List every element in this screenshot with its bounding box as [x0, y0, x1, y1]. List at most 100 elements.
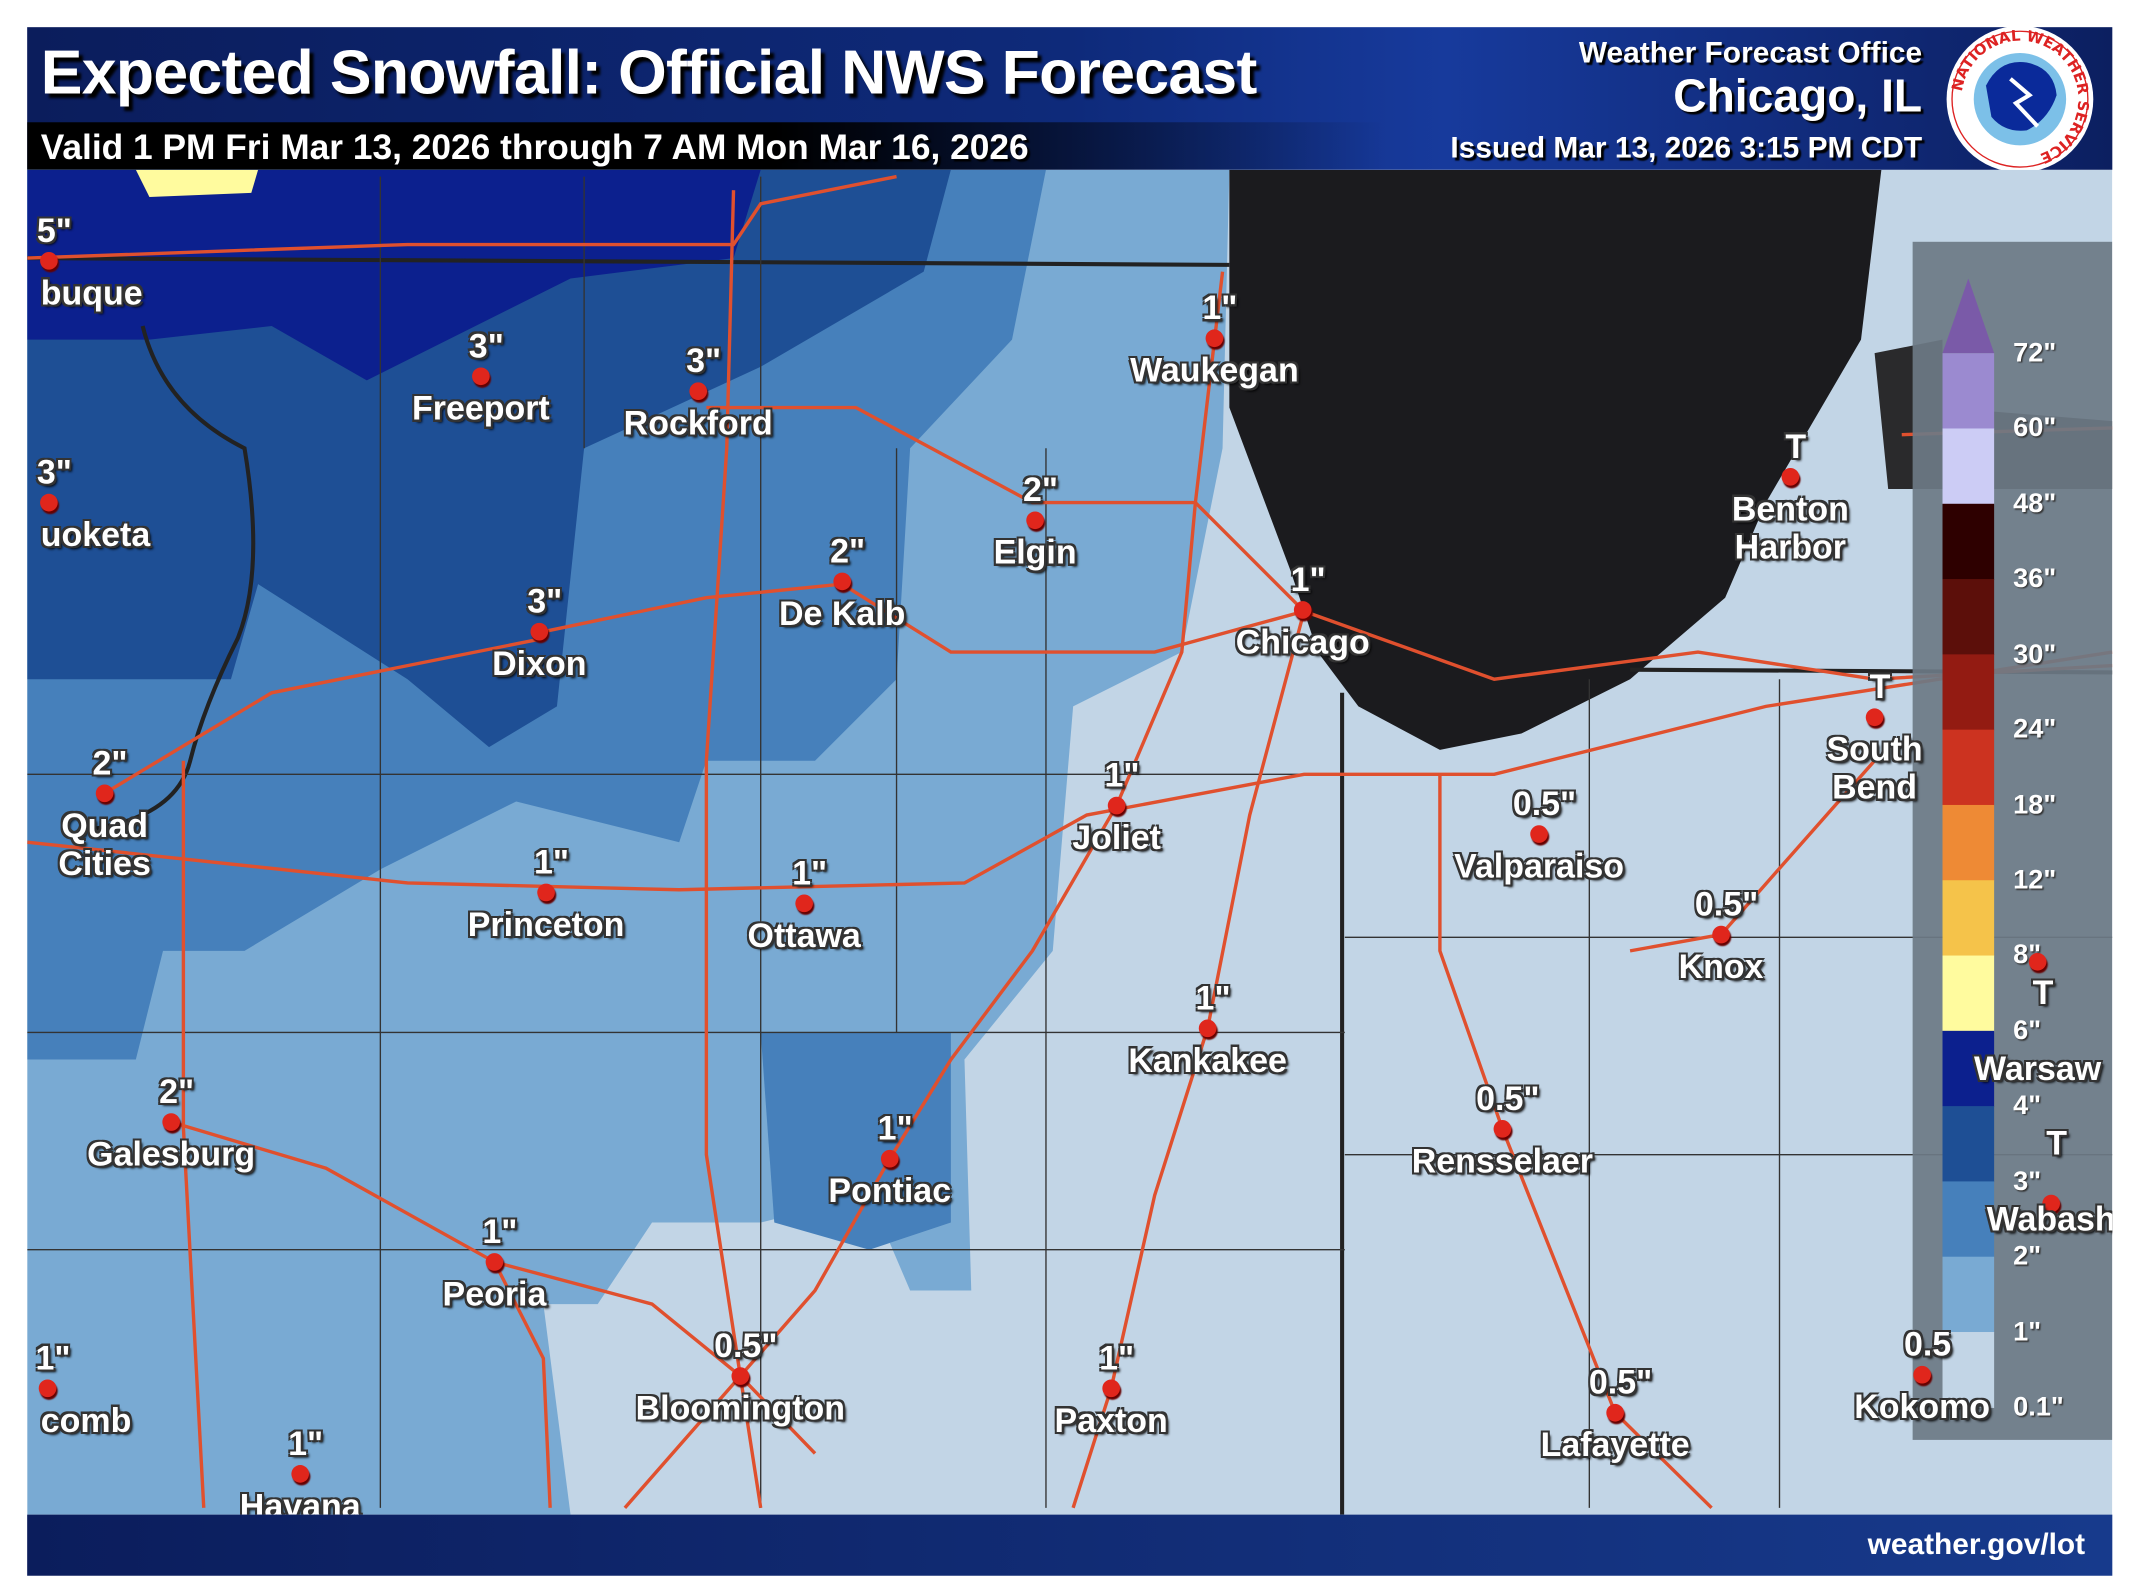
city-name: Elgin — [993, 533, 1077, 572]
city-name: Benton Harbor — [1731, 490, 1849, 567]
city-dot — [1107, 796, 1126, 815]
legend-label: 6" — [2013, 1015, 2042, 1046]
city-dot — [95, 784, 114, 803]
snowfall-amount: 1" — [1202, 289, 1238, 328]
city-dot — [731, 1367, 750, 1385]
city-name: Wabash — [1986, 1200, 2113, 1239]
map-layer — [27, 169, 2113, 1515]
snowfall-amount: 2" — [92, 744, 128, 783]
city-dot — [1198, 1019, 1217, 1038]
city-dot — [1781, 467, 1800, 486]
legend-label: 2" — [2013, 1241, 2042, 1272]
snowfall-amount: 1" — [1099, 1339, 1135, 1378]
city-dot — [40, 251, 58, 270]
legend-swatch — [1942, 1332, 1995, 1408]
legend-swatch — [1942, 804, 1995, 881]
city-name: Galesburg — [87, 1135, 256, 1174]
snowfall-amount: 0.5" — [1694, 885, 1759, 924]
legend-swatch — [1942, 654, 1995, 731]
city-dot — [795, 894, 814, 913]
legend-label: 18" — [2013, 789, 2057, 820]
city-dot — [833, 572, 852, 591]
legend-swatch — [1942, 1030, 1995, 1107]
legend-swatch — [1942, 1181, 1995, 1258]
legend-panel — [1912, 241, 2113, 1440]
city-dot — [40, 493, 58, 512]
snowfall-amount: 3" — [686, 342, 722, 381]
city-dot — [472, 367, 490, 386]
city-name: uoketa — [40, 516, 151, 555]
snowfall-amount: T — [2046, 1124, 2067, 1163]
city-dot — [1102, 1379, 1121, 1398]
legend-label: 30" — [2013, 639, 2057, 670]
snowfall-amount: 1" — [482, 1213, 518, 1252]
legend-label: 8" — [2013, 940, 2042, 971]
legend-label: 48" — [2013, 488, 2057, 519]
city-name: Freeport — [411, 389, 550, 428]
city-name: Valparaiso — [1454, 847, 1625, 886]
snowfall-amount: 1" — [1104, 756, 1140, 795]
snowfall-amount: 3" — [468, 327, 504, 366]
snowfall-amount: 1" — [35, 1339, 71, 1378]
footer-url[interactable]: weather.gov/lot — [1867, 1526, 2086, 1561]
snowfall-amount: 1" — [1195, 979, 1231, 1018]
city-name: Rensselaer — [1411, 1142, 1594, 1181]
snowfall-amount: 1" — [1290, 561, 1326, 600]
snowfall-amount: 1" — [877, 1109, 913, 1148]
city-dot — [291, 1465, 310, 1483]
legend-swatch — [1942, 503, 1995, 580]
city-name: Knox — [1678, 948, 1764, 987]
city-name: Rockford — [623, 404, 773, 443]
city-name: Lafayette — [1540, 1426, 1690, 1465]
snowfall-amount: 1" — [534, 843, 570, 882]
city-dot — [1712, 925, 1730, 944]
city-name: De Kalb — [778, 594, 906, 634]
snowfall-amount: 0.5" — [1512, 785, 1577, 824]
legend-color-bar — [1942, 353, 1995, 1408]
legend-label: 60" — [2013, 413, 2057, 444]
city-name: Joliet — [1072, 819, 1161, 858]
city-name: Bloomington — [635, 1389, 846, 1428]
snowfall-amount: T — [2032, 973, 2054, 1013]
page-title: Expected Snowfall: Official NWS Forecast — [40, 36, 1258, 108]
header-banner: Expected Snowfall: Official NWS Forecast… — [27, 27, 2113, 170]
city-name: Peoria — [442, 1275, 547, 1314]
valid-period: Valid 1 PM Fri Mar 13, 2026 through 7 AM… — [40, 126, 1029, 168]
snowfall-amount: 2" — [159, 1073, 195, 1112]
city-name: Quad Cities — [58, 806, 151, 883]
snow-band-6 — [135, 169, 259, 197]
city-name: Pontiac — [828, 1172, 952, 1211]
city-name: Chicago — [1235, 623, 1370, 662]
city-name: Princeton — [467, 906, 625, 945]
legend-label: 3" — [2013, 1166, 2042, 1197]
city-name: Warsaw — [1974, 1050, 2102, 1089]
city-dot — [485, 1253, 504, 1271]
legend-swatch — [1942, 428, 1995, 505]
city-dot — [1205, 329, 1224, 348]
snow-band-2b — [760, 1032, 951, 1250]
legend-swatch — [1942, 729, 1995, 806]
city-dot — [689, 382, 708, 401]
city-dot — [1493, 1120, 1512, 1138]
city-dot — [1606, 1403, 1624, 1422]
snowfall-amount: 0.5" — [714, 1327, 778, 1366]
legend-swatch — [1942, 955, 1995, 1032]
lake-michigan — [1229, 169, 1882, 750]
legend-label: 12" — [2013, 865, 2057, 896]
legend-swatch — [1942, 1256, 1995, 1333]
valid-bar — [27, 122, 1386, 170]
snowfall-amount: 1" — [792, 854, 828, 893]
city-dot — [162, 1113, 180, 1131]
legend-swatch — [1942, 1106, 1995, 1183]
legend-label: 4" — [2013, 1091, 2042, 1122]
issued-time: Issued Mar 13, 2026 3:15 PM CDT — [1450, 130, 1923, 165]
city-dot — [2042, 1194, 2061, 1213]
legend-label: 0.1" — [2013, 1392, 2064, 1423]
snowfall-amount: 3" — [527, 582, 563, 621]
snowfall-amount: 2" — [1023, 471, 1059, 510]
snowfall-amount: 5" — [36, 211, 72, 250]
legend-label: 72" — [2013, 338, 2057, 369]
snowfall-amount: 1" — [288, 1424, 324, 1463]
city-name: Dixon — [492, 645, 587, 684]
city-name: comb — [40, 1401, 132, 1440]
